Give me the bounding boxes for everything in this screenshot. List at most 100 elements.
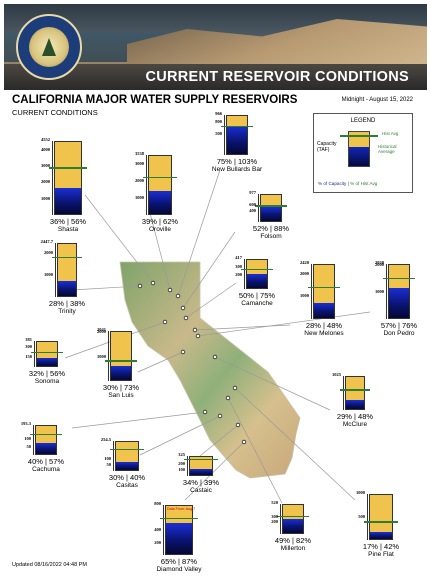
- y-tick-label: 2000: [300, 270, 309, 276]
- hist-avg-line: [31, 352, 63, 354]
- reservoir-camanche: 417 200 300 50% | 75% Camanche: [235, 255, 275, 307]
- y-tick-label: 100: [178, 466, 185, 472]
- storage-fill: [149, 191, 171, 214]
- y-max-label: 193.3: [20, 421, 31, 426]
- legend-hist-line: [340, 135, 378, 137]
- hist-avg-line: [221, 125, 253, 128]
- y-axis: [244, 259, 245, 289]
- storage-fill: [370, 531, 392, 539]
- hist-avg-line: [340, 389, 370, 391]
- y-tick-label: 1000: [300, 293, 309, 299]
- reservoir-name: San Luis: [108, 392, 134, 399]
- y-max-label: 977: [249, 190, 256, 195]
- y-tick-label: 300: [235, 264, 242, 270]
- y-max-label: 1025: [332, 372, 341, 377]
- legend-pct-capacity: % of Capacity: [318, 181, 347, 186]
- y-max-label: 800: [154, 501, 161, 506]
- y-max-label: 2030: [375, 260, 384, 265]
- hist-avg-line: [160, 517, 198, 519]
- storage-fill: [283, 519, 303, 533]
- y-axis: [33, 425, 34, 455]
- reservoir-name: Camanche: [241, 300, 273, 307]
- percent-label: 49% | 82%: [274, 536, 312, 545]
- y-max-label: 966: [215, 111, 222, 116]
- y-tick-label: 1000: [375, 288, 384, 294]
- y-tick-label: 200: [154, 539, 161, 545]
- y-tick-label: 150: [25, 353, 32, 359]
- reservoir-name: Shasta: [57, 226, 79, 233]
- y-tick-label: 2000: [375, 261, 384, 267]
- y-tick-label: 1000: [41, 195, 50, 201]
- percent-label: 52% | 88%: [252, 224, 290, 233]
- reservoir-name: Sonoma: [34, 378, 60, 385]
- y-tick-label: 400: [154, 527, 161, 532]
- y-axis: [34, 341, 35, 367]
- data-note: Data From: Aug 7: [167, 507, 196, 511]
- reservoir-name: New Melones: [304, 330, 344, 337]
- storage-fill: [261, 207, 281, 221]
- y-max-label: 325: [178, 452, 185, 457]
- y-axis: [55, 243, 56, 297]
- capacity-bar: [35, 425, 57, 455]
- y-tick-label: 2000: [135, 178, 144, 184]
- y-tick-label: 4000: [41, 146, 50, 152]
- reservoir-name: McClure: [342, 421, 368, 428]
- y-tick-label: 50: [106, 462, 112, 468]
- storage-fill: [58, 281, 76, 296]
- hist-avg-line: [308, 286, 340, 289]
- y-tick-label: 500: [358, 514, 365, 519]
- storage-fill: [314, 303, 334, 318]
- banner-strip: [4, 64, 427, 90]
- y-axis: [108, 331, 109, 381]
- reservoir-castaic: 325 100 200 34% | 39% Castaic: [178, 452, 219, 494]
- y-tick-label: 1000: [135, 195, 144, 201]
- california-outline: [119, 261, 301, 479]
- y-axis: [163, 505, 164, 555]
- reservoir-sonoma: 381 150 300 32% | 56% Sonoma: [25, 337, 65, 385]
- capacity-bar: [246, 259, 268, 289]
- capacity-bar: [260, 194, 282, 222]
- reservoir-oroville: 3538 1000 2000 3000 39% | 62% Oroville: [135, 151, 178, 233]
- hist-avg-line: [255, 205, 287, 207]
- y-tick-label: 200: [235, 271, 242, 277]
- y-tick-label: 50: [26, 444, 32, 450]
- reservoir-casitas: 254.5 50 100 30% | 40% Casitas: [101, 437, 145, 489]
- legend: LEGEND Capacity (TAF) Hist Avg Historica…: [313, 113, 413, 193]
- legend-hist-avg-label: Hist Avg: [382, 131, 399, 136]
- capacity-bar: [226, 115, 248, 155]
- banner-title: CURRENT RESERVOIR CONDITIONS: [145, 69, 409, 85]
- y-axis: [224, 115, 225, 155]
- y-max-label: 2420: [300, 260, 309, 265]
- y-max-label: 4552: [41, 137, 50, 142]
- reservoir-name: Don Pedro: [383, 330, 415, 337]
- header-banner: CURRENT RESERVOIR CONDITIONS: [4, 4, 427, 90]
- capacity-bar: [115, 441, 139, 471]
- legend-capacity-label: Capacity (TAF): [317, 141, 337, 153]
- legend-storage-fill: [349, 147, 369, 166]
- y-axis: [52, 141, 53, 215]
- storage-fill: [116, 461, 138, 470]
- legend-separator: |: [347, 181, 349, 186]
- percent-label: 29% | 48%: [336, 412, 374, 421]
- percent-label: 50% | 75%: [238, 291, 276, 300]
- legend-pct-hist: % of Hist Avg: [350, 181, 378, 186]
- reservoir-name: Diamond Valley: [156, 566, 202, 573]
- capacity-bar: [189, 456, 213, 476]
- hist-avg-line: [30, 433, 62, 436]
- reservoir-shasta: 4552 1000 2000 3000 4000 36% | 56% Shasta: [41, 137, 87, 233]
- capacity-bar: [57, 243, 77, 297]
- y-tick-label: 2000: [44, 249, 53, 255]
- y-max-label: 3538: [135, 151, 144, 156]
- y-axis: [146, 155, 147, 215]
- hist-avg-line: [184, 458, 218, 460]
- hist-avg-line: [277, 516, 309, 518]
- capacity-bar: [388, 264, 410, 319]
- capacity-bar: [345, 376, 365, 410]
- y-axis: [187, 456, 188, 476]
- reservoir-san-luis: 2041 1000 2000 30% | 73% San Luis: [97, 327, 139, 399]
- capacity-bar: [369, 494, 393, 540]
- y-tick-label: 3000: [135, 161, 144, 167]
- capacity-bar: [313, 264, 335, 319]
- capacity-bar: [36, 341, 58, 367]
